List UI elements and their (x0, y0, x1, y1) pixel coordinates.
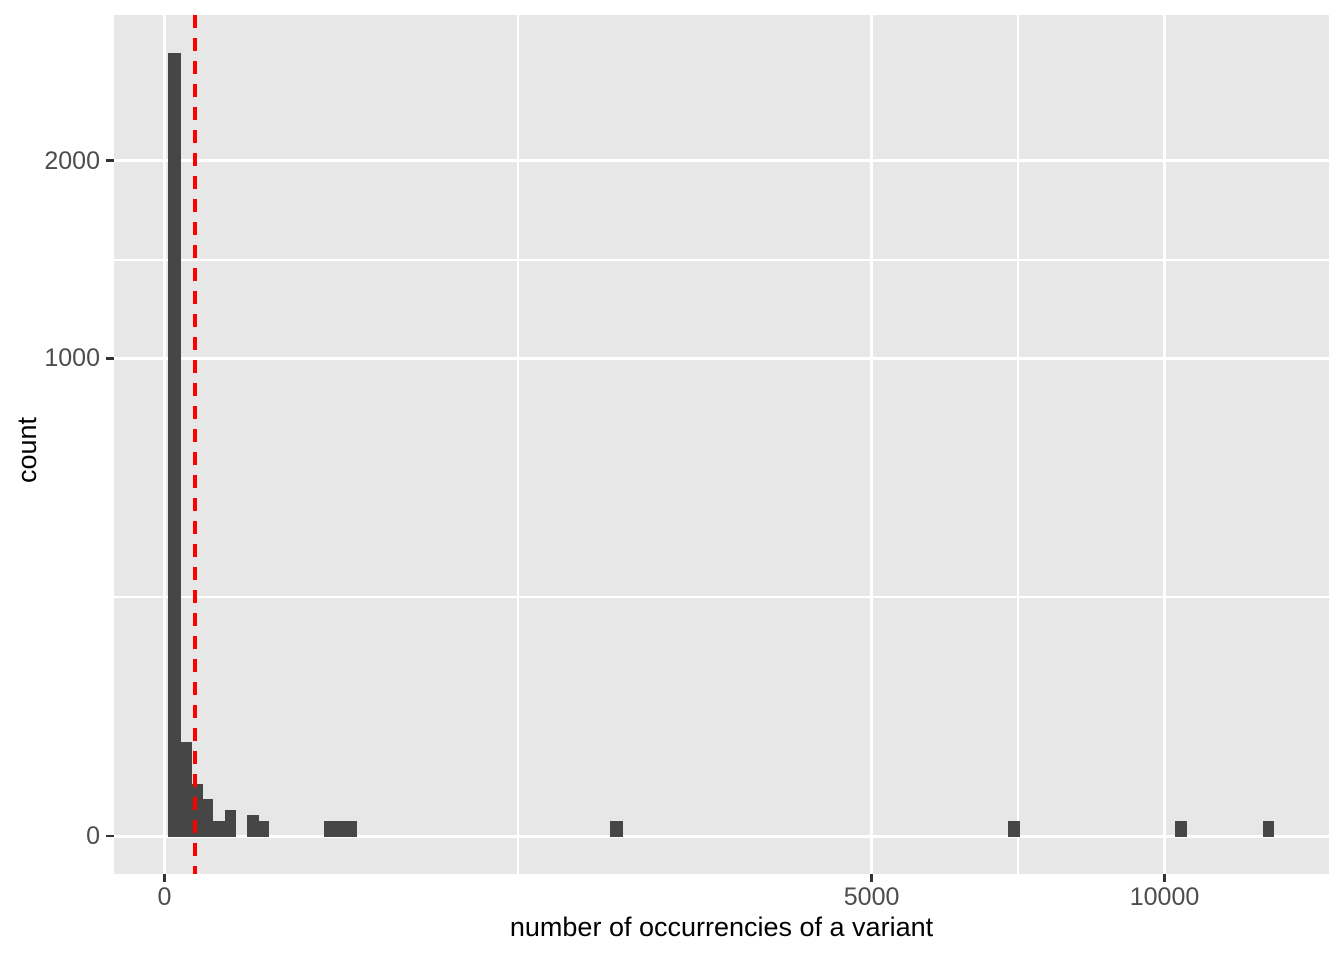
x-axis-tick-mark (1163, 874, 1166, 882)
histogram-bar (1008, 820, 1020, 838)
y-axis-tick-label: 2000 (44, 146, 100, 175)
minor-gridline-horizontal (114, 596, 1329, 599)
histogram-bar (258, 820, 270, 838)
major-gridline-vertical (1163, 15, 1166, 874)
y-axis-tick-label: 0 (86, 822, 100, 850)
histogram-bar (213, 820, 225, 838)
x-axis-tick-label: 10000 (1129, 883, 1200, 911)
plot-panel (114, 15, 1329, 874)
y-axis-title: count (12, 416, 42, 483)
x-axis-tick-mark (870, 874, 873, 882)
y-axis-tick-mark (106, 834, 114, 838)
major-gridline-horizontal (114, 159, 1329, 163)
major-gridline-vertical (163, 15, 166, 874)
major-gridline-horizontal (114, 356, 1329, 360)
y-axis-tick-label: 1000 (44, 344, 100, 373)
histogram-bar (191, 783, 203, 838)
major-gridline-horizontal (114, 834, 1329, 838)
x-axis-tick-label: 5000 (843, 883, 900, 911)
major-gridline-vertical (870, 15, 874, 874)
x-axis-tick-label: 0 (157, 883, 172, 911)
histogram-bar (323, 820, 357, 838)
x-axis-tick-mark (163, 874, 166, 882)
minor-gridline-vertical (1017, 15, 1020, 874)
histogram-bar (202, 799, 214, 838)
histogram-bar (610, 820, 623, 838)
y-axis-tick-mark (106, 357, 114, 360)
minor-gridline-vertical (517, 15, 520, 874)
minor-gridline-horizontal (114, 258, 1329, 261)
histogram-bar (224, 809, 236, 838)
histogram-bar (247, 814, 259, 838)
histogram-bar (168, 52, 182, 838)
histogram-bar (181, 741, 192, 838)
reference-vline-dashed (192, 15, 197, 874)
y-axis-tick-mark (106, 159, 114, 162)
x-axis-title: number of occurrencies of a variant (509, 912, 934, 942)
histogram-bar (1262, 820, 1275, 838)
histogram-bar (1174, 820, 1187, 838)
